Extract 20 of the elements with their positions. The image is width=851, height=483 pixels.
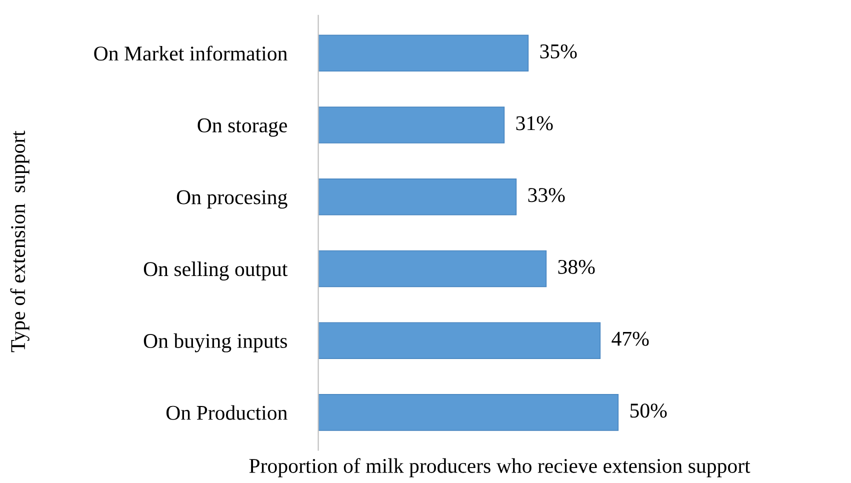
y-tick-label: On Market information <box>94 46 288 61</box>
y-tick-label: On Production <box>166 405 288 420</box>
bar <box>318 106 505 144</box>
y-axis-title: Type of extension support <box>10 130 30 352</box>
bar <box>318 322 601 359</box>
data-label: 47% <box>612 332 649 346</box>
data-label: 35% <box>540 44 577 58</box>
bar <box>318 178 517 216</box>
data-label: 33% <box>528 188 565 202</box>
data-label: 50% <box>630 404 667 418</box>
bar <box>318 34 529 72</box>
x-axis-title: Proportion of milk producers who recieve extension support <box>249 458 750 478</box>
bar <box>318 394 619 431</box>
y-tick-label: On procesing <box>176 190 288 209</box>
data-label: 38% <box>558 260 595 274</box>
data-label: 31% <box>516 116 553 130</box>
y-tick-label: On buying inputs <box>144 333 287 352</box>
bar <box>318 250 547 288</box>
y-tick-label: On storage <box>198 118 287 137</box>
y-tick-label: On selling output <box>144 262 288 280</box>
